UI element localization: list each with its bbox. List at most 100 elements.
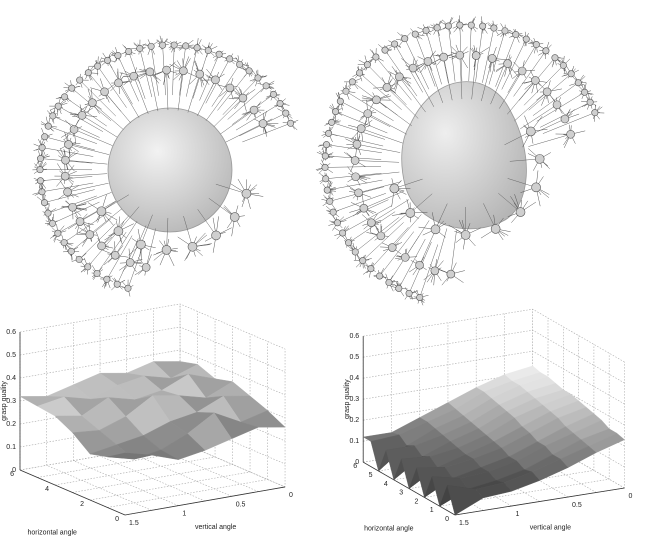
graph-edge xyxy=(481,58,493,102)
graph-edge xyxy=(89,208,123,235)
horizontal-axis xyxy=(19,469,126,516)
graph-edge xyxy=(106,235,133,280)
graph-edge xyxy=(67,182,109,193)
graph-node xyxy=(352,139,362,149)
graph-node xyxy=(328,118,336,126)
graph-edge xyxy=(118,82,140,118)
graph-edge xyxy=(528,134,571,147)
graph-edge xyxy=(499,70,523,109)
graph-node xyxy=(211,230,221,241)
graph-edge xyxy=(177,70,184,111)
graph-node xyxy=(225,83,235,93)
graph-node xyxy=(40,199,48,207)
vertical-tick-label: 1 xyxy=(516,511,520,518)
graph-node xyxy=(490,224,501,234)
graph-edge xyxy=(133,76,149,114)
graph-node xyxy=(455,50,465,60)
sphere-render xyxy=(32,35,299,297)
graph-edge xyxy=(73,129,113,146)
graph-node xyxy=(124,284,132,292)
graph-node xyxy=(61,93,69,101)
graph-node xyxy=(322,141,330,149)
graph-edge xyxy=(140,214,153,245)
graph-edge xyxy=(443,57,453,101)
z-tick-label: 0 xyxy=(355,459,359,466)
graph-edge xyxy=(520,104,558,130)
graph-node xyxy=(141,263,151,272)
graph-node xyxy=(258,119,268,128)
graph-node xyxy=(501,27,509,35)
graph-node xyxy=(389,183,400,194)
graph-node xyxy=(326,197,334,205)
graph-node xyxy=(551,54,559,62)
graph-node xyxy=(356,124,366,133)
graph-edge xyxy=(509,158,540,162)
graph-node xyxy=(503,59,512,68)
graph-node xyxy=(103,275,111,283)
graph-edge xyxy=(187,74,201,113)
graph-edge xyxy=(507,178,537,188)
graph-edge xyxy=(104,91,131,124)
graph-node xyxy=(382,83,392,92)
object-blob xyxy=(401,81,527,230)
graph-node xyxy=(342,87,350,95)
z-tick-label: 0.6 xyxy=(349,333,359,340)
graph-node xyxy=(161,245,172,255)
graph-edge xyxy=(208,198,235,218)
graph-node xyxy=(581,88,589,96)
graph-node xyxy=(400,253,410,262)
graph-edge xyxy=(410,193,433,214)
graph-edge xyxy=(375,56,412,101)
graph-node xyxy=(376,272,384,280)
graph-node xyxy=(241,188,252,199)
graph-edge xyxy=(183,215,193,247)
graph-node xyxy=(321,152,329,160)
graph-edge xyxy=(412,67,435,107)
graph-node xyxy=(170,41,178,49)
graph-edge xyxy=(217,70,250,111)
graph-node xyxy=(147,42,155,50)
graph-node xyxy=(114,78,123,88)
graph-edge xyxy=(197,79,216,117)
graph-node xyxy=(113,280,121,288)
graph-node xyxy=(67,247,75,255)
graph-node xyxy=(75,217,85,226)
graph-edge xyxy=(367,113,407,135)
graph-edge xyxy=(117,55,139,102)
graph-edge xyxy=(118,206,140,232)
z-tick-label: 0.1 xyxy=(6,444,16,451)
vertical-tick-label: 1.5 xyxy=(129,520,139,527)
graph-node xyxy=(159,41,167,49)
graph-edge xyxy=(64,96,107,127)
graph-node xyxy=(76,76,84,84)
graph-node xyxy=(113,226,124,236)
graph-node xyxy=(591,109,599,117)
graph-edge xyxy=(327,179,383,191)
graph-edge xyxy=(92,102,124,130)
graph-node xyxy=(41,133,49,141)
graph-node xyxy=(238,93,248,103)
graph-node xyxy=(332,108,340,116)
blob-render xyxy=(315,15,605,306)
horizontal-tick-label: 4 xyxy=(384,481,388,488)
graph-edge xyxy=(211,64,240,107)
graph-node xyxy=(85,230,95,239)
graph-edge xyxy=(197,209,217,236)
vertical-tick-label: 0 xyxy=(289,492,293,499)
graph-edge xyxy=(345,91,394,121)
graph-edge xyxy=(363,190,405,209)
graph-node xyxy=(446,269,456,279)
graph-node xyxy=(187,241,198,252)
z-tick-label: 0.1 xyxy=(349,438,359,445)
graph-node xyxy=(416,293,424,301)
graph-edge xyxy=(96,231,127,274)
graph-node xyxy=(363,61,371,69)
graph-edge xyxy=(172,45,175,96)
graph-node xyxy=(515,207,526,217)
graph-node xyxy=(94,62,102,70)
surface-plot-1: 0 0.1 0.2 0.3 0.4 0.5 0.6 0 1 2 3 4 5 6 1.5 1 0.5 0 horizo… xyxy=(344,308,633,533)
graph-edge xyxy=(342,205,392,234)
graph-edge xyxy=(392,214,422,248)
graph-node xyxy=(354,188,363,198)
horizontal-tick-label: 3 xyxy=(399,490,403,497)
